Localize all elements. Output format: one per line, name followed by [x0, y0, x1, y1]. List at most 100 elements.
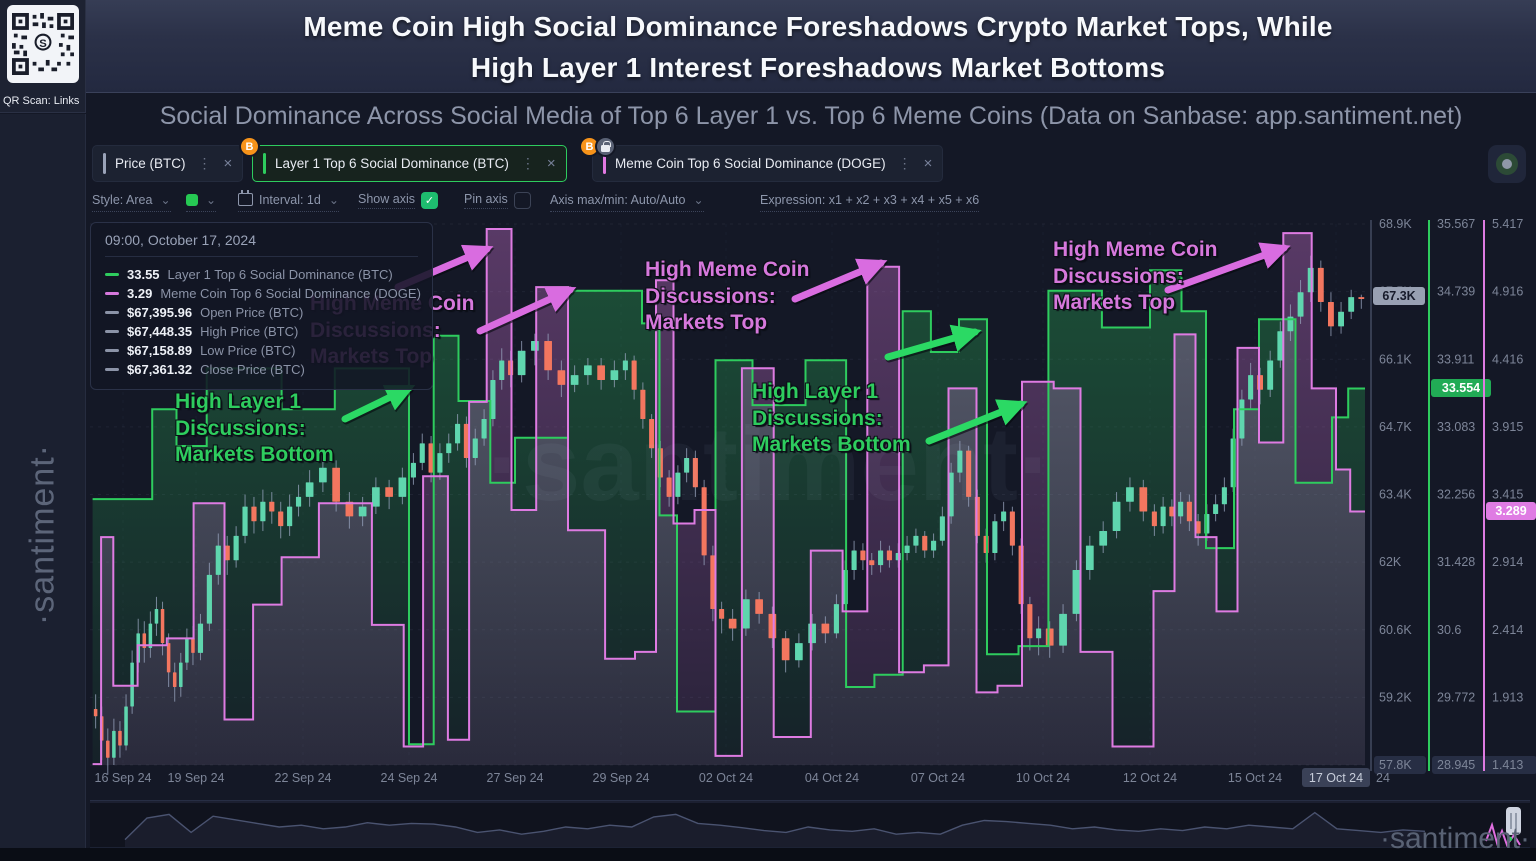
metric-tab-bar: Price (BTC) ⋮ × Layer 1 Top 6 Social Domina… [92, 136, 1526, 183]
current-value-badge-meme [1486, 502, 1536, 520]
y-axis-label-meme: 1.913 [1492, 690, 1523, 704]
qr-caption: QR Scan: Links [3, 95, 80, 107]
interval-dropdown[interactable]: Interval: 1d ⌄ [238, 190, 339, 212]
line-layer1 [92, 269, 1365, 746]
qr-code-image: S [7, 5, 79, 83]
y-axis-label-layer1: 31.428 [1437, 555, 1475, 569]
interval-label: Interval: 1d [259, 192, 321, 207]
show-axis-toggle[interactable]: Show axis ✓ [358, 190, 438, 212]
qr-code-art: S [12, 13, 74, 75]
tooltip-label: Open Price (BTC) [200, 305, 304, 320]
expression-field[interactable]: Expression: x1 + x2 + x3 + x4 + x5 + x6 [760, 190, 980, 212]
axis-maxmin-dropdown[interactable]: Axis max/min: Auto/Auto ⌄ [550, 190, 704, 212]
tooltip-value: $67,361.32 [127, 362, 193, 377]
navigator-spark-line [124, 811, 1426, 841]
y-axis-label-layer1: 28.945 [1437, 758, 1475, 772]
show-axis-checkbox[interactable]: ✓ [420, 191, 438, 209]
tooltip-row: $67,448.35 High Price (BTC) [105, 322, 418, 341]
x-axis-label: 04 Oct 24 [805, 771, 859, 785]
santiment-logo: ·santiment· [1379, 822, 1530, 855]
lock-badge-icon [595, 136, 616, 157]
tab-label: Meme Coin Top 6 Social Dominance (DOGE) [615, 156, 886, 171]
tab-layer-1-top-6-social-dominance-btc-[interactable]: Layer 1 Top 6 Social Dominance (BTC) ⋮ × B [239, 136, 567, 182]
chevron-down-icon: ⌄ [328, 192, 339, 207]
close-icon[interactable]: × [546, 155, 556, 172]
y-axis-label-price: 66.1K [1379, 352, 1412, 366]
tooltip-row: $67,361.32 Close Price (BTC) [105, 360, 418, 379]
tooltip-row: 3.29 Meme Coin Top 6 Social Dominance (DO… [105, 284, 421, 303]
tooltip-value: 3.29 [127, 286, 153, 301]
chart-plot[interactable]: 68.9K67.5K66.1K64.7K63.4K62K60.6K59.2K57… [0, 215, 1536, 795]
tab-price-btc-[interactable]: Price (BTC) ⋮ × [92, 145, 244, 182]
bottom-bar [0, 848, 1536, 861]
series-swatch [105, 291, 119, 296]
tab-meme-coin-top-6-social-dominance-doge-[interactable]: Meme Coin Top 6 Social Dominance (DOGE) ⋮… [579, 136, 944, 182]
close-icon[interactable]: × [223, 155, 233, 172]
series-swatch [105, 329, 119, 334]
title-line-1: Meme Coin High Social Dominance Foreshad… [303, 11, 1333, 42]
svg-text:17 Oct 24: 17 Oct 24 [1309, 771, 1363, 785]
y-axis-label-layer1: 34.739 [1437, 285, 1475, 299]
x-axis-label: 07 Oct 24 [911, 771, 965, 785]
series-swatch [105, 272, 119, 277]
y-axis-label-price: 57.8K [1379, 758, 1412, 772]
record-button[interactable] [1488, 145, 1526, 183]
x-axis-label: 02 Oct 24 [699, 771, 753, 785]
tooltip-row: $67,395.96 Open Price (BTC) [105, 303, 418, 322]
x-axis-label: 16 Sep 24 [95, 771, 152, 785]
y-axis-label-meme: 4.916 [1492, 285, 1523, 299]
kebab-menu-icon[interactable]: ⋮ [897, 155, 912, 171]
expression-label: Expression: x1 + x2 + x3 + x4 + x5 + x6 [760, 192, 980, 207]
tooltip-row: 33.55 Layer 1 Top 6 Social Dominance (BTC… [105, 265, 418, 284]
navigator-sparkline [90, 801, 1530, 848]
time-range-navigator[interactable] [90, 800, 1530, 848]
y-axis-label-price: 59.2K [1379, 690, 1412, 704]
tab-label: Price (BTC) [115, 156, 186, 171]
y-axis-label-meme: 2.414 [1492, 623, 1523, 637]
close-icon[interactable]: × [923, 155, 933, 172]
current-value-badge-layer1 [1431, 379, 1491, 397]
chevron-down-icon: ⌄ [693, 192, 704, 207]
style-dropdown[interactable]: Style: Area ⌄ [92, 190, 171, 212]
tab-accent-bar [103, 153, 106, 174]
y-axis-label-meme: 3.415 [1492, 488, 1523, 502]
title-line-2: High Layer 1 Interest Foreshadows Market… [470, 52, 1166, 83]
svg-text:S: S [39, 38, 47, 50]
tab-accent-bar [603, 153, 606, 174]
tooltip-value: 33.55 [127, 267, 160, 282]
current-date-badge [1302, 768, 1370, 787]
kebab-menu-icon[interactable]: ⋮ [520, 155, 535, 171]
x-axis-label: 29 Sep 24 [593, 771, 650, 785]
tooltip-label: High Price (BTC) [200, 324, 299, 339]
y-axis-label-layer1: 32.256 [1437, 488, 1475, 502]
chart-area[interactable]: 68.9K67.5K66.1K64.7K63.4K62K60.6K59.2K57… [0, 215, 1536, 795]
tooltip-value: $67,395.96 [127, 305, 193, 320]
tooltip-label: Meme Coin Top 6 Social Dominance (DOGE) [160, 286, 421, 301]
pin-axis-checkbox[interactable] [513, 191, 531, 209]
btc-candles [93, 255, 1365, 775]
svg-text:24: 24 [1376, 771, 1390, 785]
navigator-handle[interactable] [1506, 807, 1521, 835]
left-sidebar: ·santiment· [0, 114, 86, 861]
x-axis-label: 27 Sep 24 [487, 771, 544, 785]
tooltip-value: $67,158.89 [127, 343, 193, 358]
svg-text:3.289: 3.289 [1495, 504, 1526, 518]
x-axis-label: 24 Sep 24 [381, 771, 438, 785]
bitcoin-badge-icon: B [239, 136, 260, 157]
y-axis-label-price: 63.4K [1379, 488, 1412, 502]
x-axis-label: 12 Oct 24 [1123, 771, 1177, 785]
kebab-menu-icon[interactable]: ⋮ [197, 155, 212, 171]
chart-tooltip: 09:00, October 17, 2024 33.55 Layer 1 Top… [90, 222, 433, 390]
series-swatch [105, 310, 119, 315]
tooltip-row: $67,158.89 Low Price (BTC) [105, 341, 418, 360]
y-axis-label-meme: 2.914 [1492, 555, 1523, 569]
pin-axis-toggle[interactable]: Pin axis [464, 190, 531, 212]
x-axis-label: 10 Oct 24 [1016, 771, 1070, 785]
y-axis-label-meme: 1.413 [1492, 758, 1523, 772]
style-label: Style: Area [92, 192, 153, 207]
color-swatch-dropdown[interactable]: ⌄ [186, 190, 217, 212]
show-axis-label: Show axis [358, 192, 415, 209]
color-swatch [186, 193, 198, 206]
y-axis-label-meme: 4.416 [1492, 352, 1523, 366]
